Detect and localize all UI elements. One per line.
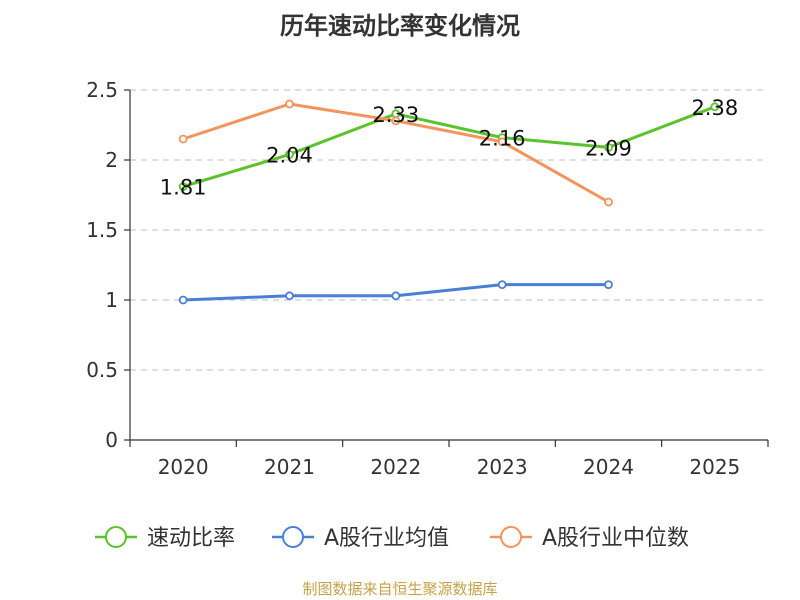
data-label: 2.33 — [372, 103, 419, 127]
data-point[interactable] — [178, 295, 188, 305]
legend-item[interactable]: 速动比率 — [95, 526, 235, 551]
x-tick-label: 2024 — [583, 455, 634, 479]
axes: 0 0.5 1 1.5 2 2.5 2020 2021 2022 2023 2024 2025 — [86, 78, 769, 479]
legend-marker — [500, 526, 522, 548]
data-label: 2.38 — [691, 96, 738, 120]
y-tick-label: 1.5 — [86, 218, 118, 242]
data-point[interactable] — [497, 280, 507, 290]
x-tick-label: 2020 — [158, 455, 209, 479]
chart-title: 历年速动比率变化情况 — [280, 12, 520, 40]
source-note: 制图数据来自恒生聚源数据库 — [302, 580, 497, 598]
data-point[interactable] — [391, 291, 401, 301]
data-point[interactable] — [391, 116, 401, 126]
y-tick-label: 2 — [105, 148, 118, 172]
data-point[interactable] — [497, 137, 507, 147]
y-tick-label: 1 — [105, 288, 118, 312]
series-lines — [178, 99, 720, 305]
y-tick-label: 2.5 — [86, 78, 118, 102]
grid-lines — [130, 89, 768, 371]
data-label: 2.16 — [479, 127, 526, 151]
data-point[interactable] — [604, 280, 613, 290]
series-line — [182, 105, 716, 189]
data-point[interactable] — [604, 142, 613, 152]
legend-label: A股行业均值 — [324, 526, 449, 551]
legend-label: 速动比率 — [147, 526, 235, 551]
data-point[interactable] — [710, 102, 720, 112]
data-point[interactable] — [178, 134, 188, 144]
legend-item[interactable]: A股行业中位数 — [490, 526, 689, 551]
data-labels: 1.81 2.04 2.33 2.16 2.09 2.38 — [160, 96, 738, 200]
legend-item[interactable]: A股行业均值 — [272, 526, 449, 551]
data-label: 2.09 — [585, 136, 632, 160]
legend[interactable]: 速动比率 A股行业均值 A股行业中位数 — [95, 526, 689, 551]
x-tick-label: 2021 — [264, 455, 315, 479]
x-tick-label: 2023 — [477, 455, 528, 479]
data-label: 2.04 — [266, 143, 313, 167]
data-point[interactable] — [604, 197, 613, 207]
legend-marker — [105, 526, 127, 548]
data-point[interactable] — [285, 99, 294, 109]
data-point[interactable] — [285, 291, 294, 301]
data-point[interactable] — [178, 182, 188, 192]
data-point[interactable] — [285, 149, 294, 159]
x-tick-label: 2025 — [689, 455, 740, 479]
legend-label: A股行业中位数 — [542, 526, 689, 551]
y-tick-label: 0 — [105, 428, 118, 452]
y-tick-label: 0.5 — [86, 358, 118, 382]
data-label: 1.81 — [160, 176, 207, 200]
x-tick-label: 2022 — [370, 455, 421, 479]
legend-marker — [282, 526, 304, 548]
